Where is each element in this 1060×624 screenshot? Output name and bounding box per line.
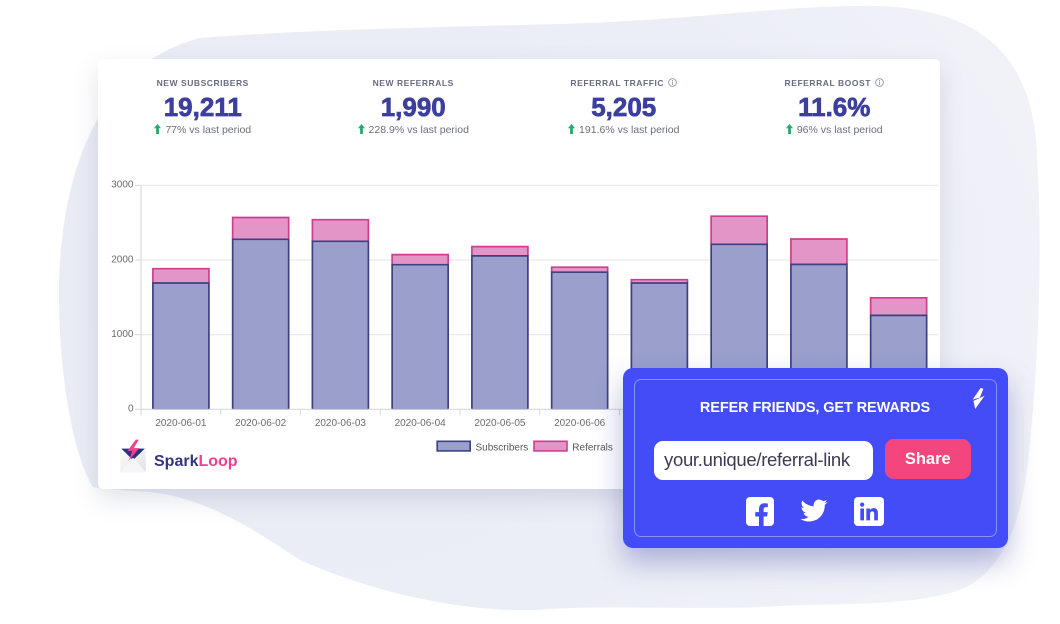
svg-text:1000: 1000	[111, 328, 134, 339]
svg-text:Subscribers: Subscribers	[475, 442, 528, 453]
svg-text:2000: 2000	[111, 254, 134, 265]
svg-text:2020-06-04: 2020-06-04	[394, 418, 446, 429]
svg-text:2020-06-01: 2020-06-01	[155, 418, 207, 429]
svg-text:SparkLoop: SparkLoop	[154, 453, 238, 470]
svg-text:0: 0	[127, 403, 133, 414]
svg-text:Referrals: Referrals	[572, 442, 613, 453]
svg-text:2020-06-05: 2020-06-05	[474, 418, 526, 429]
svg-text:2020-06-06: 2020-06-06	[554, 418, 606, 429]
svg-text:3000: 3000	[111, 179, 134, 190]
svg-text:2020-06-02: 2020-06-02	[235, 418, 287, 429]
svg-text:2020-06-03: 2020-06-03	[314, 418, 366, 429]
